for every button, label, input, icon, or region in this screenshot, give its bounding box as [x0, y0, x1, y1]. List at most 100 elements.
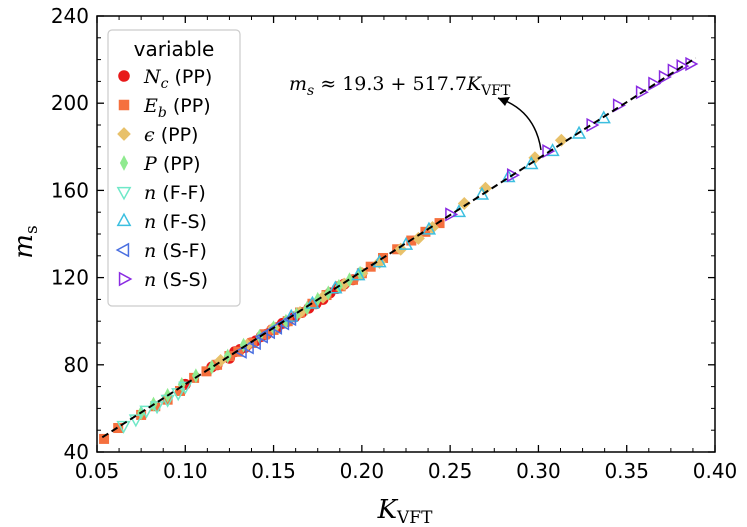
- y-tick-label: 80: [64, 353, 89, 377]
- data-point: [113, 423, 124, 434]
- y-axis-title: ms: [9, 225, 42, 258]
- legend-marker: [118, 99, 130, 111]
- data-point: [191, 368, 200, 384]
- data-point: [255, 328, 264, 344]
- series-4: [116, 381, 193, 434]
- data-point: [612, 98, 626, 113]
- legend-suffix: (S-S): [156, 269, 208, 291]
- data-point: [635, 85, 649, 100]
- legend-label: n (S-F): [144, 240, 207, 262]
- axis-ticks: 0.05 0.10 0.15 0.20 0.25 0.30 0.35 0.40 40 80 120 1…: [51, 4, 737, 483]
- data-point: [128, 414, 143, 428]
- data-point: [457, 196, 471, 210]
- data-point: [178, 381, 193, 395]
- legend-var: n: [144, 269, 156, 291]
- legend-var: N: [143, 66, 162, 88]
- annotation-arrowhead: [498, 97, 510, 106]
- data-point: [445, 207, 459, 222]
- x-tick-label: 0.40: [693, 459, 738, 483]
- legend-label: n (F-S): [144, 211, 207, 233]
- data-point: [420, 226, 431, 237]
- y-tick-label: 200: [51, 91, 89, 115]
- data-point: [233, 344, 247, 359]
- y-tick-label: 240: [51, 4, 89, 28]
- annotation-arrow: [497, 97, 542, 151]
- data-point: [648, 76, 662, 91]
- data-point: [269, 320, 283, 335]
- x-tick-label: 0.05: [75, 459, 120, 483]
- legend-var: E: [143, 95, 158, 117]
- data-point: [207, 359, 216, 375]
- legend-box: [107, 29, 241, 307]
- data-point: [174, 385, 185, 396]
- legend-label: n (S-S): [144, 269, 208, 291]
- x-tick-label: 0.35: [604, 459, 649, 483]
- data-point: [524, 156, 539, 170]
- legend-label: Eb (PP): [143, 95, 211, 121]
- legend-items: Nc (PP)Eb (PP)ϵ (PP)P (PP)n (F-F)n (F-S)…: [115, 66, 212, 291]
- legend-var: n: [144, 211, 156, 233]
- data-point: [596, 110, 611, 124]
- legend-marker: [118, 271, 133, 287]
- legend-title: variable: [134, 37, 215, 61]
- data-point: [149, 401, 165, 415]
- data-point: [586, 117, 600, 133]
- data-point: [571, 125, 587, 139]
- data-point: [658, 69, 672, 85]
- x-tick-label: 0.15: [251, 459, 296, 483]
- series-7: [445, 56, 699, 222]
- data-point: [99, 433, 110, 444]
- legend-suffix: (PP): [168, 66, 212, 88]
- data-point: [365, 261, 376, 272]
- legend-var: n: [144, 240, 156, 262]
- data-point: [254, 329, 268, 344]
- fit-line: [101, 57, 697, 439]
- legend-suffix: (PP): [155, 124, 199, 146]
- legend-marker: [115, 242, 130, 258]
- data-point: [434, 218, 445, 229]
- data-point: [276, 316, 290, 331]
- data-point: [240, 340, 254, 355]
- data-point: [398, 236, 414, 250]
- data-point: [261, 324, 276, 340]
- y-tick-label: 160: [51, 178, 89, 202]
- x-axis-title: KVFT: [377, 495, 434, 527]
- data-point: [554, 133, 568, 147]
- x-tick-label: 0.20: [340, 459, 385, 483]
- x-tick-label: 0.10: [163, 459, 208, 483]
- legend-marker: [119, 155, 129, 171]
- legend-marker: [116, 186, 132, 201]
- data-point: [305, 295, 320, 309]
- y-tick-label: 120: [51, 266, 89, 290]
- legend-marker: [118, 70, 130, 82]
- legend: variable Nc (PP)Eb (PP)ϵ (PP)P (PP)n (F-…: [107, 29, 241, 307]
- data-point: [233, 346, 244, 357]
- legend-suffix: (PP): [167, 95, 211, 117]
- data-point: [545, 143, 560, 157]
- legend-sub: c: [161, 76, 169, 92]
- legend-label: Nc (PP): [143, 66, 212, 92]
- legend-label: P (PP): [143, 153, 201, 175]
- legend-suffix: (F-S): [156, 211, 207, 233]
- fit-equation-annotation: ms ≈ 19.3 + 517.7KVFT: [289, 73, 511, 99]
- data-point: [345, 272, 354, 288]
- data-point: [351, 267, 366, 281]
- legend-label: n (F-F): [144, 182, 206, 204]
- data-point: [177, 376, 186, 392]
- data-point: [542, 144, 556, 159]
- legend-sub: b: [158, 105, 167, 121]
- x-tick-label: 0.25: [428, 459, 473, 483]
- data-point: [116, 420, 131, 434]
- legend-suffix: (PP): [157, 153, 201, 175]
- data-point: [284, 308, 299, 322]
- legend-var: P: [143, 153, 158, 175]
- legend-var: n: [144, 182, 156, 204]
- data-point: [676, 59, 690, 74]
- legend-suffix: (S-F): [156, 240, 207, 262]
- legend-suffix: (F-F): [156, 182, 206, 204]
- legend-label: ϵ (PP): [144, 124, 198, 146]
- y-tick-label: 40: [64, 440, 89, 464]
- legend-marker: [116, 212, 132, 227]
- legend-var: ϵ: [144, 124, 155, 146]
